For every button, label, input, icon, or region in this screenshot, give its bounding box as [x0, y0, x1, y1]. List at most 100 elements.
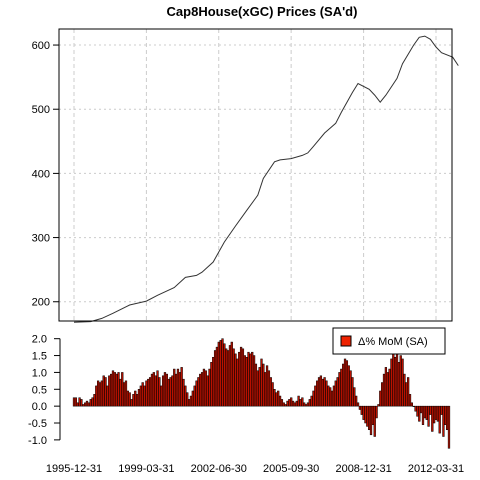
- mom-bar: [269, 377, 272, 407]
- mom-bar: [87, 402, 90, 407]
- bottom-y-tick-label: 0.0: [32, 401, 47, 413]
- x-tick-label: 2005-09-30: [263, 463, 319, 475]
- mom-bar: [277, 390, 280, 407]
- mom-bar: [147, 378, 150, 407]
- mom-bar: [382, 373, 386, 407]
- mom-bar: [278, 395, 282, 407]
- mom-bar: [403, 373, 406, 407]
- x-tick-label: 1999-03-31: [118, 463, 174, 475]
- mom-bar: [171, 375, 174, 407]
- mom-bar: [126, 390, 129, 407]
- mom-bar: [117, 372, 120, 407]
- mom-bar: [100, 380, 103, 407]
- mom-bar: [208, 368, 211, 407]
- bottom-plot: 2.0 1.5 1.0 0.5 0.0 -0.5 -1.0 1995-12-31 1999-0…: [28, 327, 464, 475]
- mom-bar: [251, 351, 254, 407]
- mom-bar: [213, 350, 217, 407]
- mom-bar: [184, 385, 187, 407]
- mom-bar: [420, 405, 423, 414]
- x-tick-label: 2012-03-31: [408, 463, 464, 475]
- mom-bar: [238, 351, 241, 407]
- mom-bar: [234, 353, 237, 407]
- mom-bar: [193, 385, 196, 407]
- mom-bar: [225, 348, 228, 407]
- top-y-tick-label: 400: [32, 168, 50, 180]
- legend: Δ% MoM (SA): [332, 327, 446, 355]
- mom-bar: [330, 390, 334, 407]
- mom-bar: [143, 385, 146, 407]
- mom-bar: [113, 372, 116, 407]
- mom-bar: [226, 350, 230, 407]
- mom-bar: [180, 367, 183, 407]
- x-tick-label: 2008-12-31: [335, 463, 391, 475]
- mom-bar: [167, 378, 170, 407]
- mom-bar: [273, 389, 276, 407]
- top-gridlines: [59, 29, 452, 321]
- mom-bar: [444, 405, 447, 425]
- mom-bar: [397, 362, 400, 407]
- mom-bar: [267, 370, 271, 407]
- mom-bar: [145, 380, 148, 407]
- mom-bar: [115, 373, 118, 407]
- mom-bar: [275, 392, 278, 407]
- mom-bar: [356, 402, 360, 407]
- mom-bar: [150, 373, 154, 407]
- mom-bar: [423, 405, 426, 419]
- mom-bar: [160, 385, 163, 407]
- mom-bar: [355, 395, 358, 407]
- x-tick-label: 2002-06-30: [191, 463, 247, 475]
- mom-bar: [128, 392, 131, 407]
- mom-bar: [264, 372, 267, 407]
- mom-bar: [336, 377, 339, 407]
- top-plot-frame: [58, 28, 453, 322]
- mom-bar: [245, 356, 248, 407]
- bottom-y-tick-label: -0.5: [28, 418, 47, 430]
- bottom-y-tick-label: 2.0: [32, 334, 47, 346]
- mom-bar: [332, 385, 336, 407]
- mom-bar: [174, 373, 178, 407]
- mom-bar: [271, 382, 274, 407]
- mom-bar: [327, 385, 330, 407]
- mom-bar: [178, 372, 181, 407]
- mom-bar: [236, 358, 239, 407]
- mom-bar: [232, 348, 235, 407]
- mom-bar: [249, 353, 252, 407]
- legend-box: [332, 327, 446, 355]
- mom-bar: [124, 380, 128, 407]
- mom-bar: [189, 395, 193, 407]
- mom-bar: [319, 375, 323, 407]
- mom-bar: [308, 399, 311, 407]
- mom-bar: [165, 373, 168, 407]
- mom-bar: [377, 404, 380, 407]
- mom-bar: [369, 405, 373, 436]
- mom-bar: [407, 377, 410, 407]
- bottom-y-tick-label: 0.5: [32, 384, 47, 396]
- mom-bar: [368, 405, 371, 431]
- mom-bar: [141, 382, 144, 407]
- mom-bar: [295, 400, 298, 407]
- mom-bar: [260, 358, 263, 407]
- mom-bar: [85, 400, 89, 407]
- mom-bar: [280, 399, 284, 407]
- mom-bar: [342, 363, 345, 407]
- mom-bar: [416, 405, 419, 417]
- mom-bar: [310, 395, 313, 407]
- mom-bar: [173, 368, 176, 407]
- mom-bar: [386, 372, 389, 407]
- mom-bar: [156, 370, 159, 407]
- mom-bar: [89, 399, 92, 407]
- mom-bar: [95, 385, 98, 407]
- top-y-tick-label: 300: [32, 233, 50, 245]
- mom-bar: [323, 377, 326, 407]
- mom-bar: [434, 405, 438, 420]
- mom-bar: [135, 394, 139, 407]
- mom-bar: [362, 405, 365, 420]
- mom-bar: [254, 363, 258, 407]
- mom-bar: [379, 390, 382, 407]
- mom-bar: [148, 377, 152, 407]
- mom-bar: [431, 405, 434, 432]
- top-y-axis: 200 300 400 500 600: [32, 40, 59, 309]
- mom-bar: [338, 372, 341, 407]
- mom-bar: [210, 362, 213, 407]
